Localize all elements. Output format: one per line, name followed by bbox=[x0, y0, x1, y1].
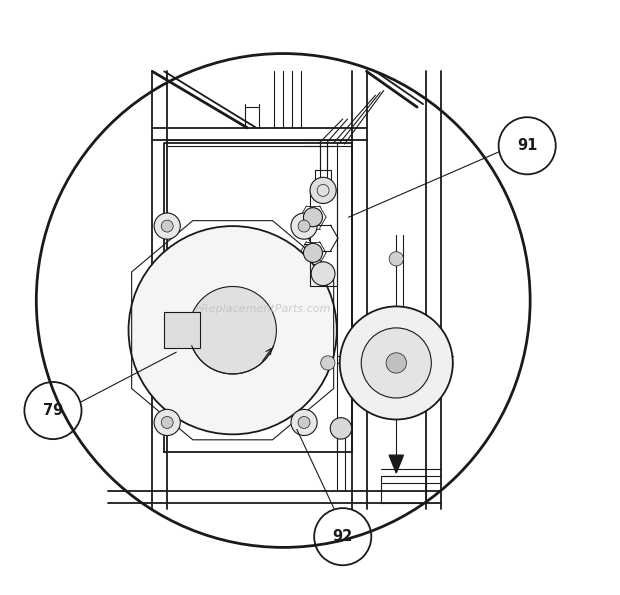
Bar bbox=[164, 312, 200, 348]
Text: 79: 79 bbox=[43, 403, 63, 418]
Circle shape bbox=[340, 306, 453, 419]
Circle shape bbox=[154, 409, 180, 436]
Circle shape bbox=[303, 243, 322, 262]
Circle shape bbox=[161, 416, 173, 428]
Circle shape bbox=[314, 508, 371, 565]
Text: eReplacementParts.com: eReplacementParts.com bbox=[194, 305, 330, 314]
Circle shape bbox=[498, 117, 556, 174]
Circle shape bbox=[298, 416, 310, 428]
Circle shape bbox=[24, 382, 81, 439]
Circle shape bbox=[128, 226, 337, 434]
Circle shape bbox=[303, 208, 322, 227]
Text: 91: 91 bbox=[517, 138, 538, 154]
Circle shape bbox=[330, 418, 352, 439]
Circle shape bbox=[291, 409, 317, 436]
Polygon shape bbox=[389, 455, 404, 473]
Circle shape bbox=[154, 213, 180, 239]
Circle shape bbox=[386, 353, 407, 373]
Circle shape bbox=[311, 262, 335, 286]
Circle shape bbox=[310, 177, 336, 203]
Circle shape bbox=[161, 220, 173, 232]
Circle shape bbox=[361, 328, 432, 398]
Circle shape bbox=[291, 213, 317, 239]
Circle shape bbox=[389, 252, 404, 266]
Circle shape bbox=[321, 356, 335, 370]
Circle shape bbox=[298, 220, 310, 232]
Text: 92: 92 bbox=[332, 529, 353, 544]
Circle shape bbox=[189, 287, 277, 374]
